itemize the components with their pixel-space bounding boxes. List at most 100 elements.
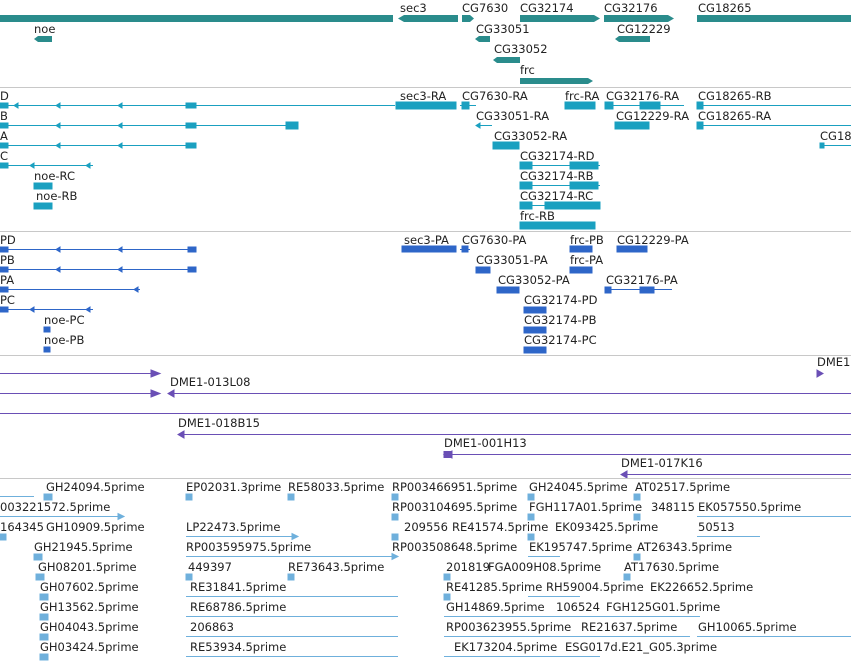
protein-label[interactable]: CG32176-PA — [606, 273, 678, 287]
est-label[interactable]: FGH125G01.5prime — [606, 600, 721, 614]
protein-label[interactable]: CG32174-PD — [524, 293, 598, 307]
protein-label[interactable]: frc-PA — [570, 253, 604, 267]
est-label[interactable]: GH13562.5prime — [40, 600, 139, 614]
transcript-label[interactable]: CG7630-RA — [462, 89, 528, 103]
protein-label[interactable]: noe-PC — [44, 313, 85, 327]
protein-label[interactable]: PA — [0, 273, 15, 287]
est-label[interactable]: ESG017d.E21_G05.3prime — [565, 640, 718, 654]
est-label[interactable]: RH59004.5prime — [546, 580, 644, 594]
est-label[interactable]: EK195747.5prime — [529, 540, 633, 554]
protein-label[interactable]: CG32174-PB — [524, 313, 597, 327]
transcript-label[interactable]: CG18265-RA — [698, 109, 772, 123]
clone-label[interactable]: DME1-001H13 — [444, 436, 527, 450]
gene-label-cg32176[interactable]: CG32176 — [604, 1, 658, 15]
transcript-label[interactable]: A — [0, 129, 8, 143]
transcript-label[interactable]: CG18 — [820, 129, 851, 143]
protein-label[interactable]: noe-PB — [44, 333, 85, 347]
protein-label[interactable]: sec3-PA — [404, 233, 449, 247]
transcript-label[interactable]: CG33051-RA — [476, 109, 550, 123]
est-label[interactable]: GH08201.5prime — [38, 560, 137, 574]
gene-label-cg7630[interactable]: CG7630 — [462, 1, 509, 15]
est-label[interactable]: EP02031.3prime — [186, 480, 282, 494]
protein-label[interactable]: CG33052-PA — [498, 273, 570, 287]
est-label[interactable]: RP003623955.5prime — [446, 620, 572, 634]
transcript-label[interactable]: CG32174-RB — [520, 169, 594, 183]
gene-label-cg33051[interactable]: CG33051 — [476, 22, 530, 36]
clone-label[interactable]: DME1-013L08 — [170, 375, 251, 389]
est-label[interactable]: FGH117A01.5prime — [529, 500, 643, 514]
est-label[interactable]: FGA009H08.5prime — [488, 560, 602, 574]
protein-label[interactable]: PD — [0, 233, 16, 247]
est-label[interactable]: EK093425.5prime — [555, 520, 659, 534]
est-label[interactable]: RP003466951.5prime — [392, 480, 518, 494]
est-label[interactable]: GH24094.5prime — [46, 480, 145, 494]
transcript-label[interactable]: frc-RB — [520, 209, 555, 223]
gene-label-frc[interactable]: frc — [520, 63, 535, 77]
est-label[interactable]: LP22473.5prime — [186, 520, 281, 534]
protein-label[interactable]: PC — [0, 293, 15, 307]
transcript-label[interactable]: CG32174-RC — [520, 189, 594, 203]
est-label[interactable]: 106524 — [556, 600, 600, 614]
est-label[interactable]: GH07602.5prime — [40, 580, 139, 594]
est-label[interactable]: RP003508648.5prime — [392, 540, 518, 554]
est-label[interactable]: 50513 — [698, 520, 735, 534]
est-label[interactable]: RE21637.5prime — [581, 620, 678, 634]
transcript-label[interactable]: CG33052-RA — [494, 129, 568, 143]
clone-label[interactable]: DME1 — [817, 356, 851, 369]
gene-label-cg12229[interactable]: CG12229 — [617, 22, 671, 36]
est-label[interactable]: GH04043.5prime — [40, 620, 139, 634]
protein-label[interactable]: CG33051-PA — [476, 253, 548, 267]
transcript-label[interactable]: C — [0, 149, 9, 163]
gene-label-sec3[interactable]: sec3 — [400, 1, 427, 15]
est-label[interactable]: RE73643.5prime — [288, 560, 385, 574]
est-label[interactable]: 206863 — [190, 620, 234, 634]
est-label[interactable]: GH10065.5prime — [698, 620, 797, 634]
transcript-label[interactable]: D — [0, 89, 9, 103]
est-label[interactable]: AT02517.5prime — [635, 480, 731, 494]
gene-label-cg33052[interactable]: CG33052 — [494, 42, 548, 56]
transcript-label[interactable]: CG12229-RA — [616, 109, 690, 123]
est-label[interactable]: AT17630.5prime — [624, 560, 720, 574]
transcript-label[interactable]: B — [0, 109, 8, 123]
est-label[interactable]: RE53934.5prime — [190, 640, 287, 654]
transcript-label[interactable]: frc-RA — [565, 89, 600, 103]
protein-label[interactable]: CG32174-PC — [524, 333, 597, 347]
transcript-label[interactable]: noe-RC — [34, 169, 75, 183]
est-label[interactable]: RE58033.5prime — [288, 480, 385, 494]
protein-label[interactable]: CG7630-PA — [462, 233, 527, 247]
est-label[interactable]: RE31841.5prime — [190, 580, 287, 594]
est-label[interactable]: EK057550.5prime — [698, 500, 802, 514]
est-label[interactable]: RE68786.5prime — [190, 600, 287, 614]
est-label[interactable]: 201819 — [446, 560, 490, 574]
est-label[interactable]: RP003104695.5prime — [392, 500, 518, 514]
gene-label-noe[interactable]: noe — [34, 22, 56, 36]
est-label[interactable]: RE41285.5prime — [446, 580, 543, 594]
est-label[interactable]: RE41574.5prime — [452, 520, 549, 534]
protein-label[interactable]: frc-PB — [570, 233, 604, 247]
est-label[interactable]: AT26343.5prime — [637, 540, 733, 554]
est-label[interactable]: 003221572.5prime — [0, 500, 111, 514]
clone-label[interactable]: DME1-018B15 — [178, 416, 260, 430]
transcript-label[interactable]: CG32174-RD — [520, 149, 595, 163]
est-label[interactable]: GH10909.5prime — [46, 520, 145, 534]
transcript-label[interactable]: sec3-RA — [400, 89, 447, 103]
transcript-label[interactable]: noe-RB — [36, 189, 78, 203]
est-label[interactable]: 164345 — [0, 520, 44, 534]
est-label[interactable]: GH14869.5prime — [446, 600, 545, 614]
est-label[interactable]: RP003595975.5prime — [186, 540, 312, 554]
protein-label[interactable]: PB — [0, 253, 15, 267]
est-label[interactable]: GH21945.5prime — [34, 540, 133, 554]
gene-label-cg32174[interactable]: CG32174 — [520, 1, 574, 15]
est-label[interactable]: GH03424.5prime — [40, 640, 139, 654]
est-label[interactable]: 348115 — [651, 500, 695, 514]
clone-label[interactable]: DME1-017K16 — [621, 456, 703, 470]
transcript-label[interactable]: CG32176-RA — [606, 89, 680, 103]
est-label[interactable]: EK173204.5prime — [454, 640, 558, 654]
est-label[interactable]: 209556 — [404, 520, 448, 534]
gene-label-cg18265[interactable]: CG18265 — [698, 1, 752, 15]
est-label[interactable]: EK226652.5prime — [650, 580, 754, 594]
est-label[interactable]: 449397 — [188, 560, 232, 574]
transcript-label[interactable]: CG18265-RB — [698, 89, 772, 103]
protein-label[interactable]: CG12229-PA — [617, 233, 689, 247]
est-label[interactable]: GH24045.5prime — [529, 480, 628, 494]
